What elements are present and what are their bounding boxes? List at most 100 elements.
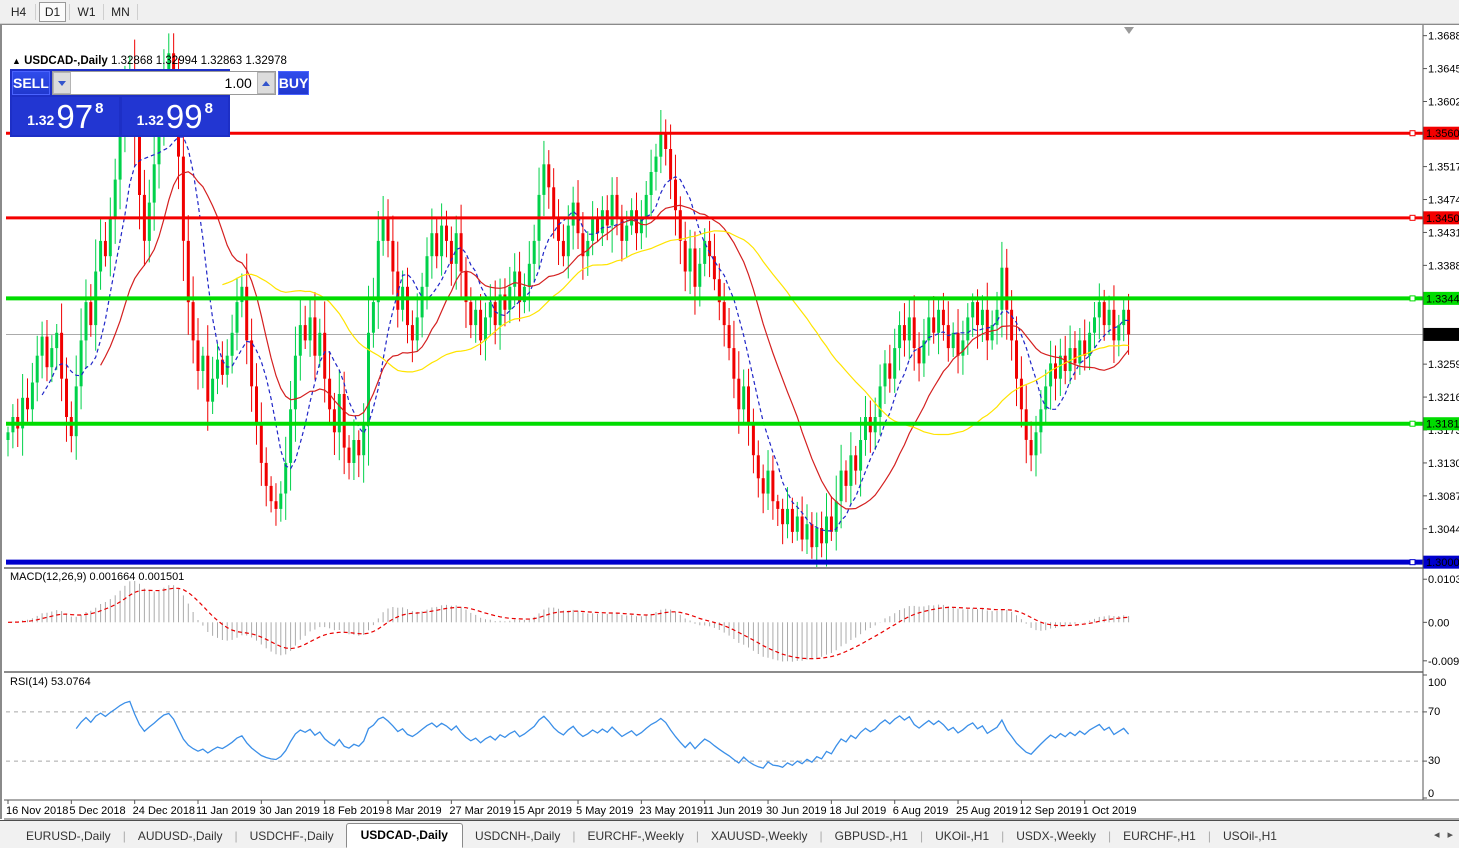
sell-price-prefix: 1.32 (27, 112, 55, 128)
volume-increase-button[interactable] (256, 72, 275, 94)
date-axis-tick: 6 Aug 2019 (893, 805, 949, 817)
sell-button[interactable]: SELL (12, 71, 50, 95)
price-axis-tick: 1.31300 (1428, 458, 1459, 470)
date-axis-tick: 16 Nov 2018 (6, 805, 68, 817)
price-axis-tick: 1.36450 (1428, 64, 1459, 76)
tab-divider: | (1207, 829, 1211, 843)
tab-divider: | (234, 829, 238, 843)
price-level-badge: 1.32978 (1426, 329, 1459, 341)
tab-divider: | (695, 829, 700, 843)
triangle-up-icon (261, 80, 270, 86)
chart-tab-usdcnh-daily[interactable]: USDCNH-,Daily (474, 829, 561, 843)
rsi-axis-tick: 100 (1428, 677, 1446, 689)
price-level-badge: 1.30004 (1426, 557, 1459, 569)
toolbar-divider (69, 3, 70, 20)
chart-tab-eurchf-h1[interactable]: EURCHF-,H1 (1123, 829, 1196, 843)
price-axis-tick: 1.33880 (1428, 260, 1459, 272)
price-axis-tick: 1.30870 (1428, 491, 1459, 503)
date-axis-tick: 15 Apr 2019 (513, 805, 572, 817)
rsi-axis-tick: 0 (1428, 788, 1434, 800)
collapse-arrow-icon[interactable]: ▲ (12, 56, 21, 66)
macd-axis-tick: -0.00920 (1428, 656, 1459, 668)
macd-axis-tick: 0.00 (1428, 617, 1449, 629)
chart-tab-eurusd-daily[interactable]: EURUSD-,Daily (26, 829, 111, 843)
date-axis-tick: 12 Sep 2019 (1019, 805, 1081, 817)
level-line-handle[interactable] (1409, 559, 1416, 566)
level-line-handle[interactable] (1409, 214, 1416, 221)
chart-tab-ukoil-h1[interactable]: UKOil-,H1 (935, 829, 990, 843)
chart-tab-usoil-h1[interactable]: USOil-,H1 (1222, 829, 1277, 843)
price-axis-tick: 1.35170 (1428, 162, 1459, 174)
rsi-indicator-label: RSI(14) 53.0764 (10, 676, 91, 688)
timeframe-button-mn[interactable]: MN (107, 2, 134, 22)
volume-control (51, 71, 276, 95)
date-axis-tick: 27 Mar 2019 (449, 805, 511, 817)
tab-divider: | (919, 829, 924, 843)
timeframe-button-d1[interactable]: D1 (39, 1, 66, 22)
price-axis-tick: 1.32160 (1428, 392, 1459, 404)
chart-tab-gbpusd-h1[interactable]: GBPUSD-,H1 (834, 829, 908, 843)
toolbar-divider (137, 3, 138, 20)
toolbar-divider (103, 3, 104, 20)
price-level-badge: 1.35606 (1426, 128, 1459, 140)
chart-tab-xauusd-weekly[interactable]: XAUUSD-,Weekly (711, 829, 808, 843)
chart-tab-audusd-daily[interactable]: AUDUSD-,Daily (137, 829, 223, 843)
buy-price-display[interactable]: 1.32 99 8 (121, 97, 228, 135)
buy-price-pipette: 8 (204, 100, 213, 117)
date-axis-tick: 23 May 2019 (639, 805, 703, 817)
buy-button[interactable]: BUY (277, 71, 310, 95)
tab-divider: | (572, 829, 576, 843)
tab-divider: | (1001, 829, 1005, 843)
volume-input[interactable] (70, 72, 257, 94)
tab-divider: | (819, 829, 823, 843)
symbol-period-label: USDCAD-,Daily (24, 55, 108, 67)
level-line-handle[interactable] (1409, 130, 1416, 137)
date-axis-tick: 11 Jan 2019 (196, 805, 256, 817)
tab-scroll-left-icon[interactable]: ◂ (1433, 829, 1440, 841)
chart-tab-eurchf-weekly[interactable]: EURCHF-,Weekly (587, 829, 684, 843)
chart-tab-usdchf-daily[interactable]: USDCHF-,Daily (249, 829, 334, 843)
price-axis-tick: 1.34740 (1428, 195, 1459, 207)
date-axis-tick: 8 Mar 2019 (386, 805, 442, 817)
macd-indicator-label: MACD(12,26,9) 0.001664 0.001501 (10, 571, 185, 583)
one-click-trading-panel: SELL BUY 1.32 97 8 1.32 99 8 (10, 69, 310, 137)
timeframe-button-h4[interactable]: H4 (5, 2, 32, 22)
level-line-handle[interactable] (1409, 295, 1416, 302)
sell-price-display[interactable]: 1.32 97 8 (12, 97, 119, 135)
sell-price-pipette: 8 (95, 100, 104, 117)
price-axis-tick: 1.30440 (1428, 524, 1459, 536)
date-axis-tick: 18 Jul 2019 (829, 805, 886, 817)
volume-decrease-button[interactable] (52, 72, 71, 94)
price-axis-tick: 1.36880 (1428, 31, 1459, 43)
rsi-axis-tick: 70 (1428, 706, 1440, 718)
tab-divider: | (1108, 829, 1112, 843)
sell-price-big-digits: 97 (56, 98, 94, 135)
date-axis-tick: 5 May 2019 (576, 805, 633, 817)
timeframe-toolbar: H4 D1 W1 MN (0, 0, 1459, 24)
chart-end-marker-icon[interactable] (1124, 27, 1134, 34)
ohlc-quote-values: 1.32868 1.32994 1.32863 1.32978 (111, 55, 287, 67)
triangle-down-icon (57, 80, 66, 86)
chart-tab-usdcad-daily[interactable]: USDCAD-,Daily (345, 823, 463, 848)
price-level-badge: 1.33449 (1426, 293, 1459, 305)
date-axis-tick: 5 Dec 2018 (69, 805, 125, 817)
tab-scroll-right-icon[interactable]: ▸ (1447, 829, 1453, 841)
level-line-handle[interactable] (1409, 420, 1416, 427)
price-axis-tick: 1.34310 (1428, 227, 1459, 239)
timeframe-button-w1[interactable]: W1 (73, 2, 100, 22)
date-axis-tick: 11 Jun 2019 (703, 805, 763, 817)
price-axis-tick: 1.32590 (1428, 359, 1459, 371)
date-axis-tick: 30 Jan 2019 (259, 805, 320, 817)
chart-window: 1.36880 1.36450 1.36020 1.35170 1.34740 1.343… (0, 24, 1459, 820)
buy-price-prefix: 1.32 (136, 112, 164, 128)
chart-canvas[interactable]: 1.36880 1.36450 1.36020 1.35170 1.34740 1.343… (2, 25, 1459, 820)
price-axis-tick: 1.36020 (1428, 97, 1459, 109)
date-axis-tick: 18 Feb 2019 (323, 805, 385, 817)
quote-bar: ▲ USDCAD-,Daily 1.32868 1.32994 1.32863 … (12, 55, 287, 67)
macd-axis-tick: 0.010311 (1428, 574, 1459, 586)
chart-tab-usdx-weekly[interactable]: USDX-,Weekly (1016, 829, 1097, 843)
chart-tab-bar: EURUSD-,Daily | AUDUSD-,Daily | USDCHF-,Dail… (0, 820, 1459, 848)
rsi-axis-tick: 30 (1428, 755, 1440, 767)
date-axis-tick: 1 Oct 2019 (1083, 805, 1137, 817)
